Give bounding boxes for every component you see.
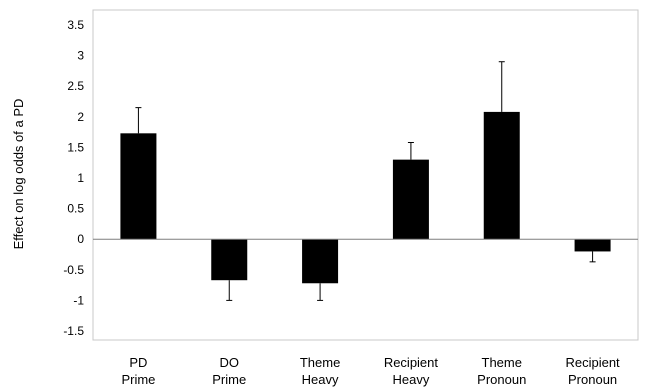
y-tick-label: 2 (77, 110, 84, 124)
category-label: Heavy (302, 372, 339, 387)
category-label: DO (220, 355, 240, 370)
category-label: Pronoun (477, 372, 526, 387)
y-tick-label: 3 (77, 49, 84, 63)
category-label: Recipient (565, 355, 620, 370)
error-bars (135, 61, 596, 301)
category-label: Heavy (392, 372, 429, 387)
y-axis-title: Effect on log odds of a PD (11, 99, 26, 250)
y-tick-label: 2.5 (67, 79, 84, 93)
bar (574, 239, 611, 252)
y-tick-label: -1.5 (63, 324, 84, 338)
category-label: Prime (121, 372, 155, 387)
category-label: Pronoun (568, 372, 617, 387)
category-label: Theme (482, 355, 522, 370)
y-tick-label: -0.5 (63, 263, 84, 277)
y-axis-ticks: 3.5 3 2.5 2 1.5 1 0.5 0 -0.5 -1 -1.5 (63, 18, 84, 338)
category-label: PD (129, 355, 147, 370)
category-labels: PD Prime DO Prime Theme Heavy Recipient Heavy Th… (121, 355, 620, 387)
bar (302, 239, 339, 284)
plot-frame (92, 9, 639, 341)
category-label: Recipient (384, 355, 439, 370)
category-label: Theme (300, 355, 340, 370)
y-tick-label: 3.5 (67, 18, 84, 32)
bars (120, 111, 611, 284)
category-label: Prime (212, 372, 246, 387)
y-tick-label: 0 (77, 232, 84, 246)
bar (392, 159, 429, 240)
y-tick-label: -1 (73, 293, 84, 307)
bar (211, 239, 248, 281)
bar (483, 111, 520, 240)
y-tick-label: 1 (77, 171, 84, 185)
y-tick-label: 0.5 (67, 202, 84, 216)
y-tick-label: 1.5 (67, 140, 84, 154)
bar (120, 133, 157, 240)
